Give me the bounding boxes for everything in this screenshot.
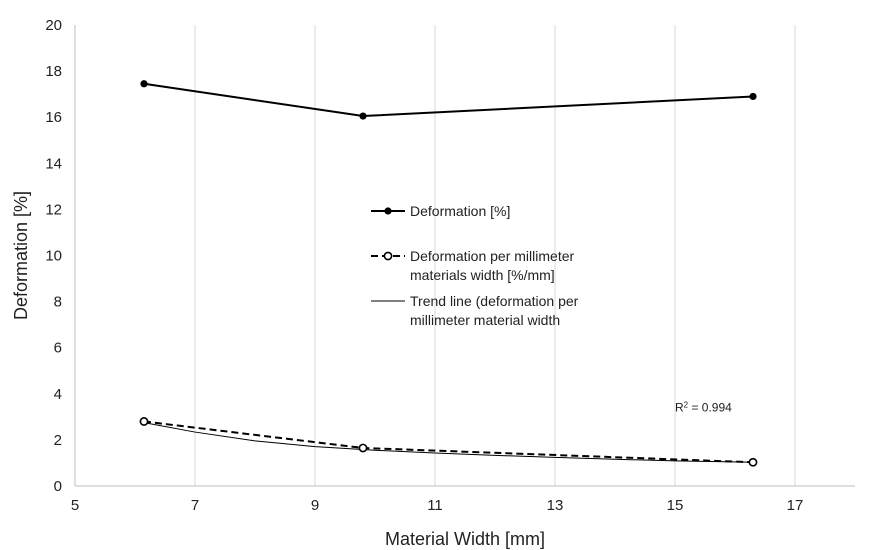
legend: Deformation [%] Deformation per millimete… [371,203,579,328]
y-tick-label: 4 [54,386,62,403]
point-deformation-per-mm [139,417,149,426]
legend-label-deformation: Deformation [%] [410,203,510,219]
series-line-deformation-per-mm [143,420,754,464]
y-axis-title: Deformation [%] [11,191,31,320]
y-tick-label: 20 [45,17,62,34]
series-line-trend [143,422,754,463]
y-tick-label: 12 [45,201,62,218]
legend-marker-deformation-per-mm [383,251,393,261]
series-layer [139,80,758,467]
y-tick-label: 18 [45,63,62,80]
axis-layer: 5 7 9 11 13 15 17 0 2 4 6 8 10 12 14 16 18 20 [45,17,855,514]
legend-marker-deformation [384,207,392,215]
legend-label-deformation-per-mm: Deformation per millimeter [410,248,574,264]
point-deformation [749,92,757,101]
x-tick-label: 13 [547,497,564,514]
y-tick-label: 6 [54,340,62,357]
y-tick-label: 16 [45,109,62,126]
legend-label-trend: Trend line (deformation per [410,293,579,309]
point-deformation-per-mm [358,443,368,453]
r-squared-annotation: R2 = 0.994 [675,400,732,415]
x-tick-label: 15 [667,497,684,514]
x-tick-label: 17 [787,497,804,514]
point-deformation [359,112,367,120]
legend-label-trend: millimeter material width [410,312,560,328]
grid-layer [194,25,796,486]
x-tick-label: 5 [71,497,79,514]
x-tick-label: 9 [311,497,319,514]
y-tick-label: 14 [45,155,62,172]
annotation-layer: R2 = 0.994 [675,400,732,415]
point-deformation [140,80,148,88]
x-tick-label: 11 [427,497,443,514]
x-tick-label: 7 [191,497,199,514]
y-tick-label: 2 [54,432,62,449]
series-line-deformation [143,82,754,118]
y-tick-label: 0 [54,478,62,495]
point-deformation-per-mm [748,457,758,467]
y-tick-label: 8 [54,294,62,311]
y-tick-label: 10 [45,248,62,265]
x-axis-title: Material Width [mm] [385,529,545,549]
legend-label-deformation-per-mm: materials width [%/mm] [410,267,555,283]
